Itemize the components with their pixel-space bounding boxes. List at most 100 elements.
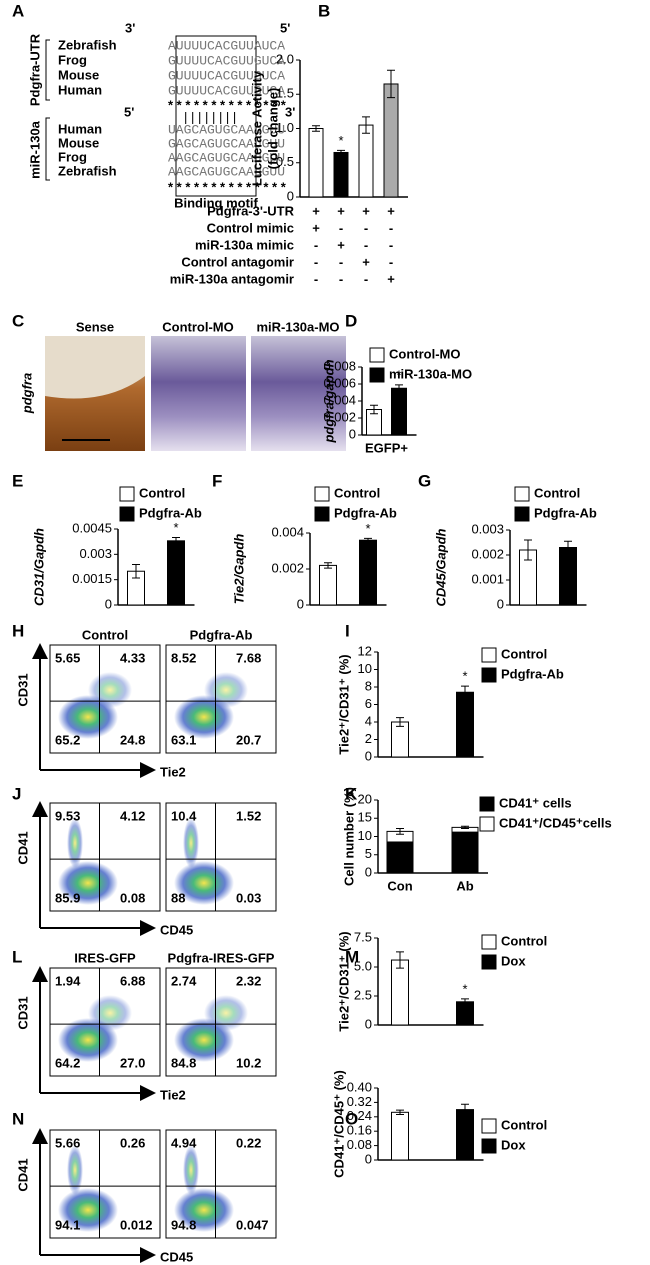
y-tick-label: 0.0015 xyxy=(72,571,112,586)
y-axis-label: pdgfra/gapdh xyxy=(321,359,336,443)
legend-swatch xyxy=(314,486,330,502)
legend-swatch xyxy=(479,816,495,832)
y-tick-label: 12 xyxy=(358,643,372,658)
group-label: miR-130a xyxy=(27,120,42,179)
quadrant-value: 85.9 xyxy=(55,890,80,905)
bar xyxy=(359,539,377,606)
row-label: Control antagomir xyxy=(181,254,294,269)
y-tick-label: 0.24 xyxy=(347,1108,372,1123)
panel-label: J xyxy=(12,784,21,803)
density xyxy=(67,818,83,868)
panel-label: M xyxy=(345,947,359,966)
x-tick-label: Ab xyxy=(456,878,473,893)
panel-label: K xyxy=(345,784,358,803)
x-axis-label: Tie2 xyxy=(160,764,186,779)
row-label: Control mimic xyxy=(207,220,294,235)
legend-swatch xyxy=(479,796,495,812)
density xyxy=(204,995,248,1031)
row-mark: + xyxy=(337,203,345,218)
significance: * xyxy=(365,521,370,536)
conservation: * * * * * * * * * * * * * * xyxy=(168,179,287,194)
bar xyxy=(358,124,374,198)
y-axis-label: CD31 xyxy=(15,996,30,1029)
density xyxy=(58,861,118,905)
legend-swatch xyxy=(314,506,330,522)
image-title: miR-130a-MO xyxy=(256,319,339,334)
legend-label: Pdgfra-Ab xyxy=(139,505,202,520)
y-axis-label: Luciferase Activity xyxy=(249,70,264,186)
quadrant-value: 9.53 xyxy=(55,808,80,823)
error-bar xyxy=(132,563,140,579)
legend-swatch xyxy=(481,667,497,683)
quadrant-value: 4.94 xyxy=(171,1135,197,1150)
error-bar xyxy=(370,404,378,415)
bar xyxy=(456,1001,474,1026)
quadrant-value: 4.12 xyxy=(120,808,145,823)
significance: * xyxy=(173,520,178,535)
quadrant-value: 24.8 xyxy=(120,732,145,747)
bar xyxy=(391,387,407,436)
y-tick-label: 1.0 xyxy=(276,120,294,135)
y-tick-label: 0 xyxy=(349,426,356,441)
x-tick-label: EGFP+ xyxy=(365,440,408,455)
quadrant-value: 0.047 xyxy=(236,1217,269,1232)
legend-swatch xyxy=(119,506,135,522)
legend-label: Control xyxy=(501,933,547,948)
error-bar xyxy=(172,536,180,545)
images xyxy=(45,336,346,451)
density xyxy=(183,818,199,868)
row-mark: + xyxy=(312,203,320,218)
error-bar xyxy=(461,685,469,699)
panel-label: N xyxy=(12,1109,24,1128)
significance: * xyxy=(338,133,343,148)
error-bar xyxy=(324,562,332,569)
species: Human xyxy=(58,82,102,97)
quadrant-value: 0.012 xyxy=(120,1217,153,1232)
panel-label: A xyxy=(12,1,24,20)
row-mark: - xyxy=(389,237,393,252)
quadrant-value: 0.08 xyxy=(120,890,145,905)
group-label: Pdgfra-UTR xyxy=(27,33,42,106)
image-mir xyxy=(251,336,346,451)
quadrant-value: 88 xyxy=(171,890,185,905)
y-tick-label: 2 xyxy=(365,731,372,746)
plot-title: Pdgfra-IRES-GFP xyxy=(168,950,275,965)
bar xyxy=(308,128,324,198)
alignment xyxy=(45,35,257,197)
y-tick-label: 0.32 xyxy=(347,1094,372,1109)
quadrant-value: 94.8 xyxy=(171,1217,196,1232)
quadrant-value: 84.8 xyxy=(171,1055,196,1070)
quadrant-value: 10.4 xyxy=(171,808,197,823)
error-bar xyxy=(461,998,469,1006)
row-mark: - xyxy=(339,271,343,286)
y-tick-label: 0 xyxy=(365,1151,372,1166)
motif-label: Binding motif xyxy=(174,195,258,210)
y-tick-label: 0 xyxy=(105,596,112,611)
y-tick-label: 0.5 xyxy=(276,154,294,169)
sequence: GUUUUCACGUUGUCA xyxy=(168,68,285,83)
y-tick-label: 8 xyxy=(365,678,372,693)
density xyxy=(58,1188,118,1232)
quadrant-value: 65.2 xyxy=(55,732,80,747)
panel-label: D xyxy=(345,311,357,330)
quadrant-value: 2.74 xyxy=(171,973,197,988)
quadrant-value: 1.94 xyxy=(55,973,81,988)
y-tick-label: 20 xyxy=(358,791,372,806)
y-axis-label: CD41 xyxy=(15,1158,30,1191)
legend-label: CD41⁺/CD45⁺cells xyxy=(499,815,612,830)
panel-label: F xyxy=(212,471,222,490)
error-bar xyxy=(396,717,404,727)
legend-swatch xyxy=(514,506,530,522)
y-tick-label: 0.16 xyxy=(347,1123,372,1138)
panel-label: H xyxy=(12,621,24,640)
quadrant-value: 6.88 xyxy=(120,973,145,988)
legend-label: Dox xyxy=(501,1137,526,1152)
bar xyxy=(391,1111,409,1161)
row-mark: - xyxy=(389,254,393,269)
panel-label: E xyxy=(12,471,23,490)
error-bar xyxy=(387,69,395,99)
sequence: UAGCAGUGCAAUGUU xyxy=(168,122,285,137)
image-title: Control-MO xyxy=(162,319,233,334)
gene-label: pdgfra xyxy=(19,373,34,414)
error-bar xyxy=(461,825,469,829)
